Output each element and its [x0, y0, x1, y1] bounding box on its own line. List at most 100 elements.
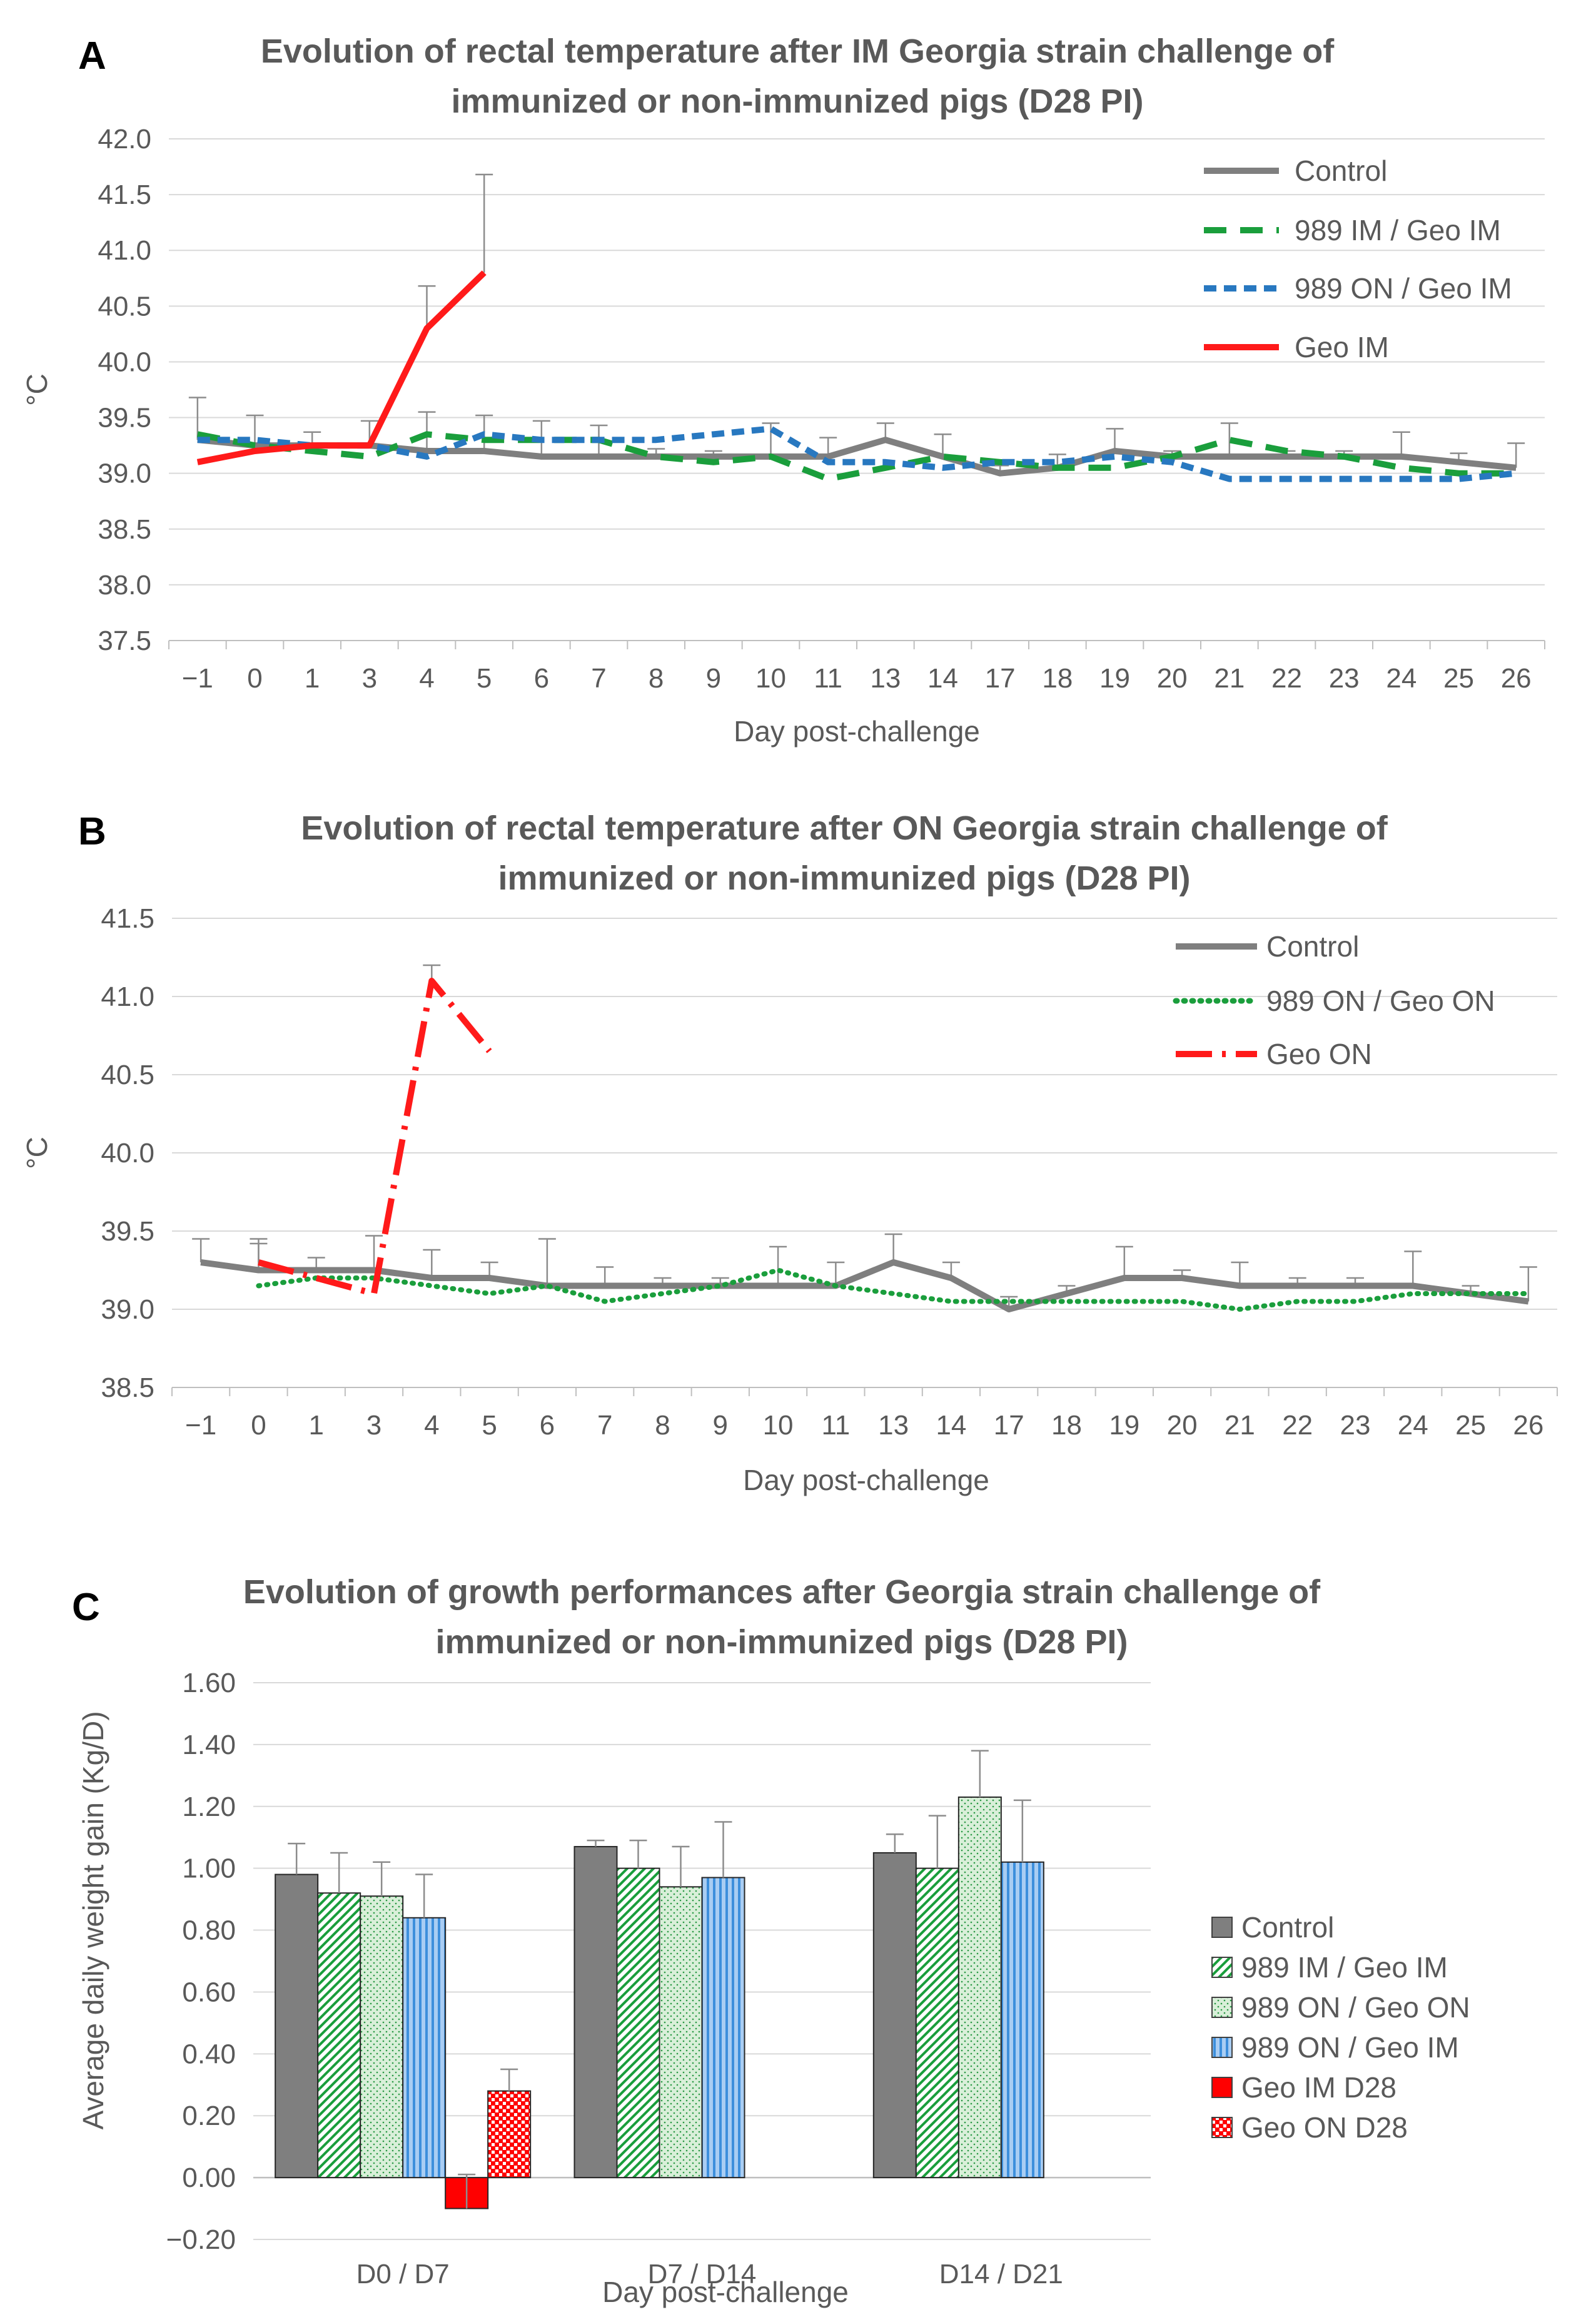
panel-a-legend-989im-geoim: 989 IM / Geo IM [1295, 214, 1501, 246]
c-y-tick-label: 0.80 [182, 1915, 236, 1946]
a-y-tick-label: 38.5 [98, 514, 151, 545]
c-bar-989-on-geo-on [360, 1895, 404, 2179]
panel-b-title-line-1: Evolution of rectal temperature after ON… [301, 809, 1388, 847]
a-y-tick-label: 39.5 [98, 403, 151, 433]
c-bar-geo-on-d28 [487, 2090, 532, 2179]
b-x-tick-label: 1 [308, 1410, 323, 1441]
a-x-tick-label: 13 [870, 663, 901, 694]
c-bar-989-im-geo-im [616, 1867, 660, 2179]
a-x-tick-label: 20 [1157, 663, 1188, 694]
panel-c-legend-swatch-geoon-d28 [1211, 2117, 1233, 2138]
c-x-tick-label: D14 / D21 [939, 2259, 1063, 2289]
panel-b-title-line-2: immunized or non-immunized pigs (D28 PI) [498, 859, 1190, 897]
panel-c-legend-swatch-control [1211, 1917, 1233, 1938]
b-x-tick-label: −1 [185, 1410, 216, 1441]
panel-b-legend-989on-geoon: 989 ON / Geo ON [1266, 985, 1495, 1017]
panel-a-y-axis-label: °C [21, 373, 53, 406]
panel-a-y-ticks: 42.0 41.5 41.0 40.5 40.0 39.5 39.0 38.5 38.0 37.5 [98, 124, 151, 656]
panel-c-x-ticks: D0 / D7 D7 / D14 D14 / D21 [356, 2259, 1063, 2289]
a-series-geo-im-line [196, 270, 487, 465]
panel-c-legend: Control 989 IM / Geo IM 989 ON / Geo ON … [1211, 1911, 1470, 2144]
a-x-tick-label: 21 [1214, 663, 1245, 694]
panel-a-letter: A [78, 34, 106, 78]
panel-a-legend: Control 989 IM / Geo IM 989 ON / Geo IM … [1204, 155, 1512, 363]
b-x-tick-label: 21 [1225, 1410, 1255, 1441]
c-bar-989-on-geo-on [659, 1886, 703, 2179]
c-y-tick-label: 1.00 [182, 1853, 236, 1884]
b-x-tick-label: 10 [763, 1410, 794, 1441]
a-x-tick-label: 24 [1386, 663, 1417, 694]
a-x-tick-label: 23 [1329, 663, 1360, 694]
b-y-tick-label: 39.5 [101, 1216, 154, 1247]
a-y-tick-label: 41.0 [98, 235, 151, 266]
panel-c-title-line-1: Evolution of growth performances after G… [243, 1573, 1321, 1611]
panel-a-title-line-1: Evolution of rectal temperature after IM… [261, 33, 1335, 70]
a-x-tick-label: 26 [1501, 663, 1532, 694]
panel-a-x-axis-label: Day post-challenge [734, 715, 980, 748]
b-x-tick-label: 9 [713, 1410, 728, 1441]
c-bar-989-on-geo-im [1000, 1861, 1044, 2179]
a-x-tick-label: 6 [534, 663, 549, 694]
panel-a: A Evolution of rectal temperature after … [21, 33, 1545, 748]
panel-a-legend-989on-geoim: 989 ON / Geo IM [1295, 272, 1512, 305]
a-x-tick-label: 11 [814, 663, 842, 694]
a-x-tick-label: 14 [927, 663, 958, 694]
a-x-tick-label: −1 [182, 663, 213, 694]
b-x-tick-label: 11 [822, 1410, 851, 1441]
c-y-tick-label: 1.40 [182, 1730, 236, 1760]
b-x-tick-label: 22 [1282, 1410, 1313, 1441]
c-bar-989-on-geo-on [957, 1796, 1002, 2179]
b-series-geo-on-line [258, 978, 492, 1297]
a-x-tick-label: 3 [362, 663, 377, 694]
panel-a-title-line-2: immunized or non-immunized pigs (D28 PI) [451, 83, 1143, 120]
panel-c-legend-swatch-989on-geoim [1211, 2037, 1233, 2058]
c-y-tick-label: 1.20 [182, 1792, 236, 1822]
c-y-tick-label: 0.20 [182, 2101, 236, 2131]
c-bar-control [872, 1852, 917, 2179]
panel-c-legend-swatch-geoim-d28 [1211, 2077, 1233, 2098]
c-bar-control [275, 1873, 319, 2179]
panel-c-plot [275, 1750, 1044, 2209]
panel-b-letter: B [78, 810, 106, 853]
a-series-control-line [197, 437, 1517, 477]
c-x-tick-label: D0 / D7 [356, 2259, 450, 2289]
b-x-tick-label: 18 [1051, 1410, 1082, 1441]
a-x-tick-label: 5 [477, 663, 492, 694]
panel-b-legend-geoon: Geo ON [1266, 1038, 1372, 1070]
b-x-tick-label: 26 [1513, 1410, 1543, 1441]
panel-c-y-ticks: 1.60 1.40 1.20 1.00 0.80 0.60 0.40 0.20 0.00 −0.2… [166, 1668, 236, 2255]
a-y-tick-label: 40.0 [98, 347, 151, 377]
c-bar-989-on-geo-im [402, 1917, 447, 2179]
panel-c-title-line-2: immunized or non-immunized pigs (D28 PI) [435, 1623, 1128, 1661]
a-series-989-im-geo-im-line [196, 431, 1517, 482]
b-x-tick-label: 19 [1109, 1410, 1139, 1441]
a-x-tick-label: 0 [247, 663, 262, 694]
b-y-tick-label: 41.0 [101, 981, 154, 1012]
b-series-989-on-geo-on-line [256, 1267, 1531, 1312]
panel-a-plot [188, 173, 1525, 482]
c-y-tick-label: −0.20 [166, 2224, 236, 2255]
panel-b-y-axis-label: °C [21, 1137, 53, 1169]
b-x-tick-label: 5 [482, 1410, 497, 1441]
b-x-tick-label: 4 [424, 1410, 439, 1441]
a-y-tick-label: 41.5 [98, 180, 151, 210]
b-x-tick-label: 0 [251, 1410, 266, 1441]
b-x-tick-label: 14 [936, 1410, 966, 1441]
a-y-tick-label: 42.0 [98, 124, 151, 155]
a-x-tick-label: 10 [755, 663, 786, 694]
c-bar-989-im-geo-im [915, 1867, 959, 2179]
panel-c-legend-swatch-989on-geoon [1211, 1997, 1233, 2018]
a-x-tick-label: 22 [1271, 663, 1302, 694]
a-y-tick-label: 40.5 [98, 291, 151, 322]
panel-c-y-axis-label: Average daily weight gain (Kg/D) [77, 1711, 109, 2129]
panel-c-legend-989im-geoim: 989 IM / Geo IM [1241, 1951, 1448, 1984]
b-x-tick-label: 6 [540, 1410, 555, 1441]
panel-c-legend-geoim-d28: Geo IM D28 [1241, 2071, 1396, 2104]
b-x-tick-label: 17 [994, 1410, 1024, 1441]
b-x-tick-label: 23 [1340, 1410, 1371, 1441]
panel-a-legend-geoim: Geo IM [1295, 331, 1389, 363]
c-y-tick-label: 0.40 [182, 2039, 236, 2069]
a-x-tick-label: 7 [591, 663, 606, 694]
a-x-tick-label: 1 [305, 663, 320, 694]
